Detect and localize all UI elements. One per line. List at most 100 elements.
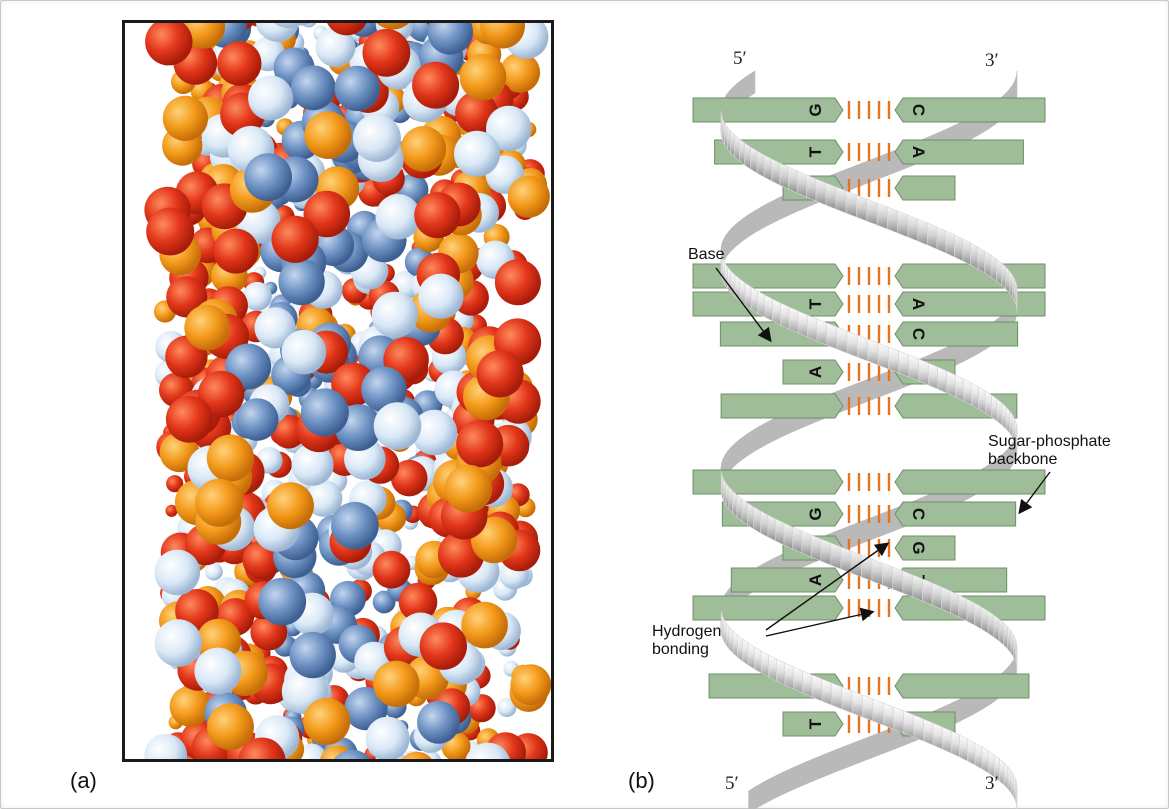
backbone-segment [764,294,773,322]
backbone-segment [971,382,979,410]
backbone-segment [1003,762,1009,790]
backbone-segment [767,514,776,542]
base-right [894,321,1019,347]
backbone-segment [739,434,746,462]
base-letter-right: A [909,298,928,310]
backbone-segment [862,694,874,722]
atom-sphere [271,215,319,263]
backbone-segment [810,534,822,562]
backbone-segment [723,477,727,507]
base-right [894,291,1046,317]
backbone-segment [788,306,799,334]
backbone-segment [845,190,857,218]
backbone-segment [928,362,938,390]
atom-sphere [344,686,388,731]
backbone-segment [840,546,852,574]
atom-sphere [207,703,254,751]
backbone-segment [1003,622,1008,650]
atom-sphere [154,549,201,596]
backbone-segment [830,542,842,570]
atom-sphere [205,562,223,581]
base-letter-left: A [806,574,825,586]
atom-sphere [166,475,184,493]
backbone-segment [962,238,971,266]
atom-sphere [373,660,420,707]
backbone-segment [846,330,858,358]
backbone-segment [797,310,808,338]
backbone-segment [779,162,789,190]
backbone-segment [726,126,731,154]
backbone-segment [727,266,732,294]
base-letter-left: T [806,718,825,729]
backbone-segment [772,414,782,442]
backbone-segment [747,502,755,530]
atom-sphere [400,126,447,172]
backbone-segment [742,638,749,666]
base-right [894,175,956,201]
backbone-segment [728,486,733,514]
backbone-segment [871,558,883,586]
hydrogen-annotation-line1: Hydrogen [652,623,721,640]
atom-sphere [376,23,410,30]
backbone-segment [734,134,740,162]
backbone-segment [984,250,992,278]
backbone-segment [826,322,838,350]
atom-sphere [411,409,458,456]
backbone-segment [754,646,762,674]
backbone-segment [748,786,756,809]
backbone-segment [959,734,968,762]
backbone-segment [737,218,743,246]
backbone-segment [937,366,948,394]
backbone-segment [902,570,914,598]
atom-sphere [331,501,379,550]
backbone-segment [732,630,738,658]
backbone-strand-front [720,110,1018,809]
backbone-segment [955,374,964,402]
backbone-segment [873,730,885,758]
backbone-segment [724,262,728,290]
backbone-segment [793,666,803,694]
backbone-segment [974,602,982,630]
backbone-segment [776,658,786,686]
backbone-segment [851,162,863,190]
backbone-segment [974,742,983,770]
backbone-segment [841,686,853,714]
atom-sphere [146,207,195,256]
atom-sphere [144,733,188,759]
backbone-segment [1007,626,1012,654]
atom-sphere [303,697,351,745]
backbone-segment [757,290,766,318]
backbone-segment [725,482,730,510]
base-letter-left: T [806,298,825,309]
backbone-annotation-line1: Sugar-phosphate [988,433,1111,450]
backbone-segment [903,710,915,738]
base-left [782,359,844,385]
backbone-segment [970,242,979,270]
backbone-segment [913,714,924,742]
atom-sphere [169,685,211,727]
backbone-segment [949,590,960,618]
backbone-segment [732,222,738,250]
atom-sphere [198,370,245,418]
atom-sphere [480,23,525,49]
backbone-segment [796,170,807,198]
backbone-segment [936,226,947,254]
base-left [782,711,844,737]
backbone-segment [728,626,734,654]
atom-sphere [194,647,242,695]
backbone-segment [750,146,758,174]
atom-sphere [281,329,327,375]
atom-sphere [372,550,411,589]
backbone-segment [868,374,880,402]
panel-a-label: (a) [70,768,97,793]
backbone-segment [747,210,755,238]
atom-sphere [352,114,401,162]
backbone-segment [738,138,745,166]
backbone-segment [768,774,778,802]
backbone-segment [730,442,736,470]
backbone-segment [816,318,828,346]
backbone-segment [887,206,899,234]
base-left [720,393,844,419]
backbone-segment [750,286,758,314]
